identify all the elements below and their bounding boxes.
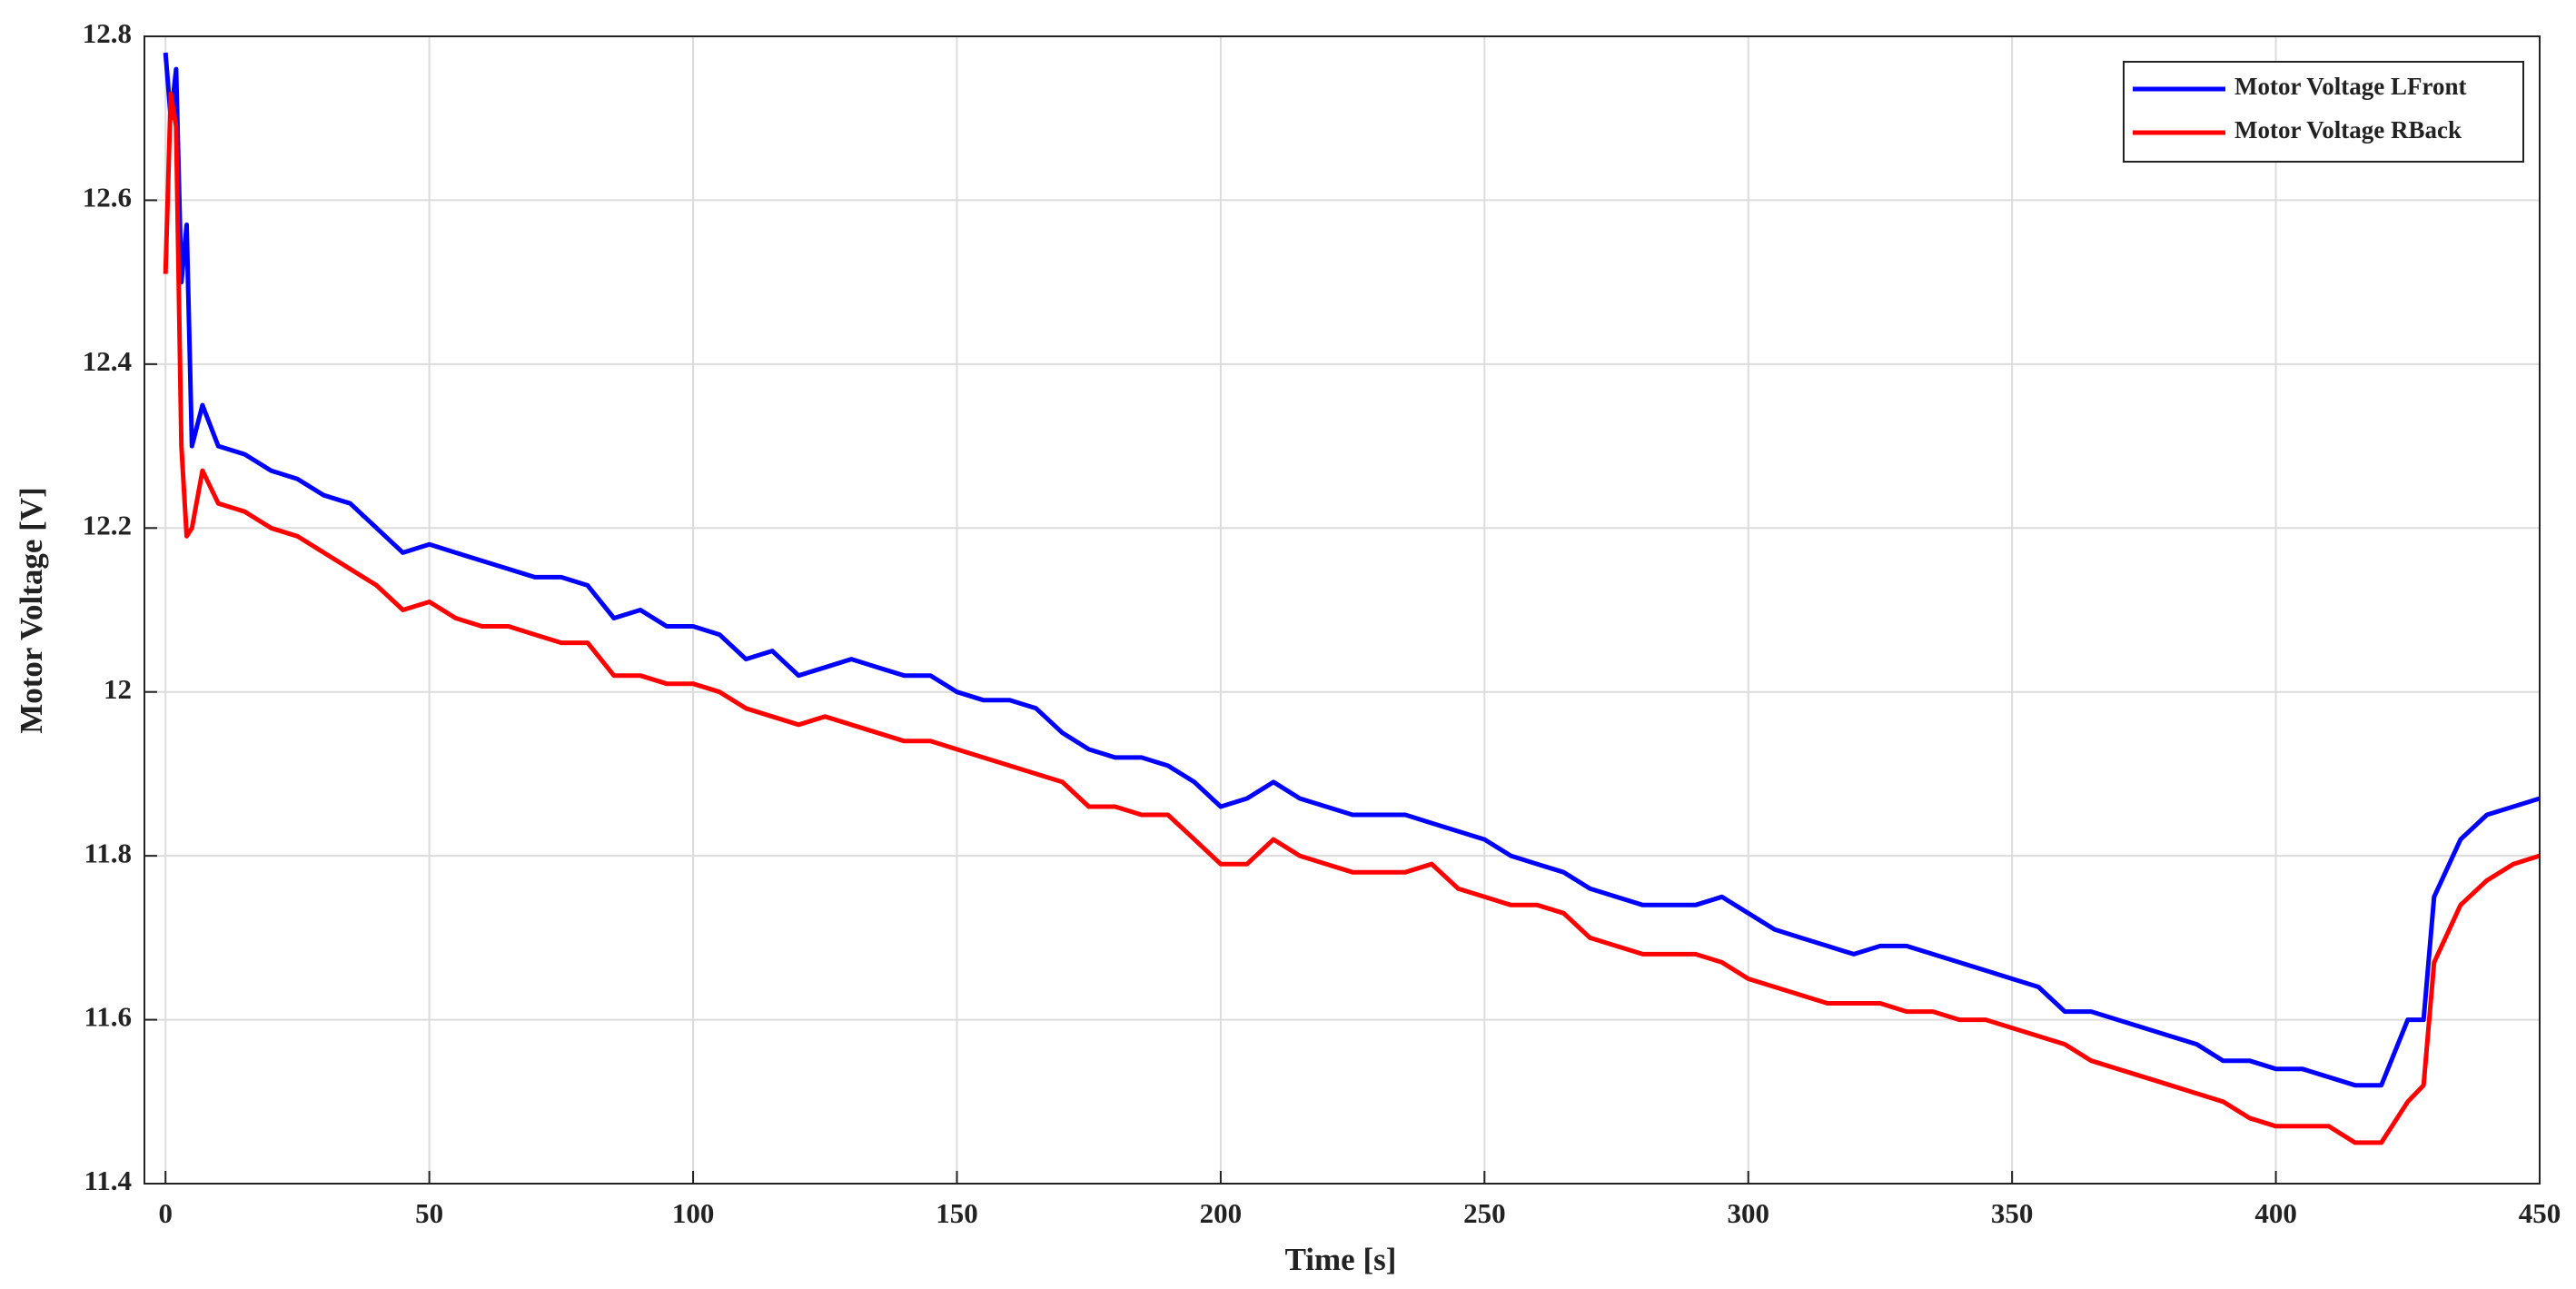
x-tick-label: 400 [2254, 1197, 2297, 1229]
y-tick-label: 12.6 [83, 182, 132, 213]
x-tick-label: 200 [1200, 1197, 1243, 1229]
x-tick-label: 450 [2519, 1197, 2561, 1229]
x-tick-label: 100 [672, 1197, 715, 1229]
y-tick-label: 11.4 [84, 1165, 132, 1196]
plot-area [144, 36, 2540, 1184]
legend-box [2123, 61, 2524, 163]
x-tick-label: 250 [1463, 1197, 1506, 1229]
legend-label: Motor Voltage LFront [2234, 73, 2467, 100]
y-tick-label: 12.8 [83, 17, 132, 49]
y-tick-label: 11.6 [84, 1001, 132, 1033]
data-line [163, 52, 2541, 1088]
y-tick-label: 12.4 [83, 345, 132, 377]
x-tick-label: 0 [158, 1197, 173, 1229]
x-tick-label: 350 [1991, 1197, 2034, 1229]
y-tick-label: 11.8 [84, 837, 132, 868]
legend-label: Motor Voltage RBack [2234, 116, 2462, 144]
x-axis-label: Time [s] [1285, 1242, 1397, 1277]
x-tick-label: 150 [936, 1197, 978, 1229]
y-tick-label: 12 [104, 673, 132, 705]
x-tick-label: 300 [1727, 1197, 1769, 1229]
data-line [163, 91, 2541, 1145]
y-axis-label: Motor Voltage [V] [14, 487, 49, 734]
y-tick-label: 12.2 [83, 509, 132, 540]
x-tick-label: 50 [415, 1197, 443, 1229]
plot-frame [144, 35, 2541, 1185]
